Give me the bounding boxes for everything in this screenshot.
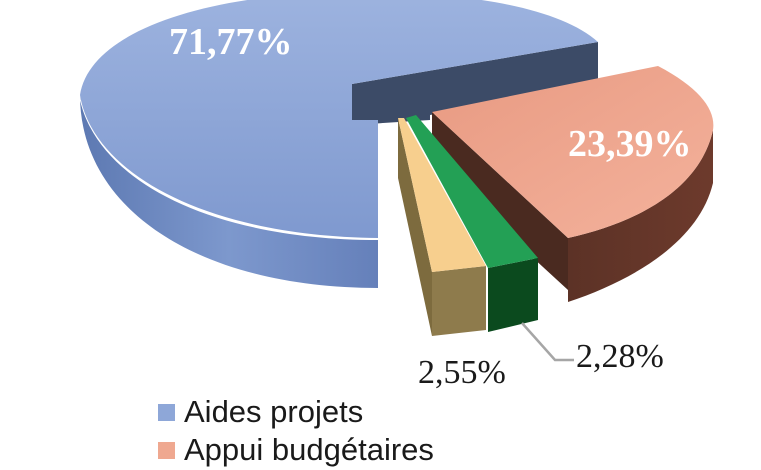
legend-item-aides-projets: Aides projets — [158, 393, 434, 431]
slice-green — [406, 115, 538, 268]
label-2-55: 2,55% — [418, 354, 506, 391]
slice-appui-budgetaires — [432, 66, 714, 238]
leader-line-2-28 — [521, 322, 574, 362]
legend-item-appui-budgetaires: Appui budgétaires — [158, 431, 434, 469]
label-2-28: 2,28% — [576, 338, 664, 375]
legend-swatch-blue — [158, 403, 175, 421]
slice-aides-projets-side — [80, 95, 378, 288]
pie-shapes — [80, 0, 714, 362]
legend-label: Appui budgétaires — [184, 432, 434, 467]
slice-appui-budgetaires-side-2 — [568, 130, 713, 302]
legend-swatch-salmon — [158, 441, 175, 459]
slice-aides-projets — [80, 0, 598, 238]
slice-yellow — [398, 118, 486, 272]
label-71-77: 71,77% — [169, 21, 293, 63]
slice-green-side — [488, 258, 538, 332]
slice-appui-budgetaires-side — [432, 112, 568, 290]
legend: Aides projets Appui budgétaires — [158, 393, 434, 469]
legend-label: Aides projets — [184, 394, 364, 429]
slice-aides-projets-inner-wall — [352, 42, 598, 125]
slice-yellow-side — [398, 118, 432, 336]
slice-yellow-side-2 — [432, 266, 486, 336]
label-23-39: 23,39% — [568, 123, 692, 165]
